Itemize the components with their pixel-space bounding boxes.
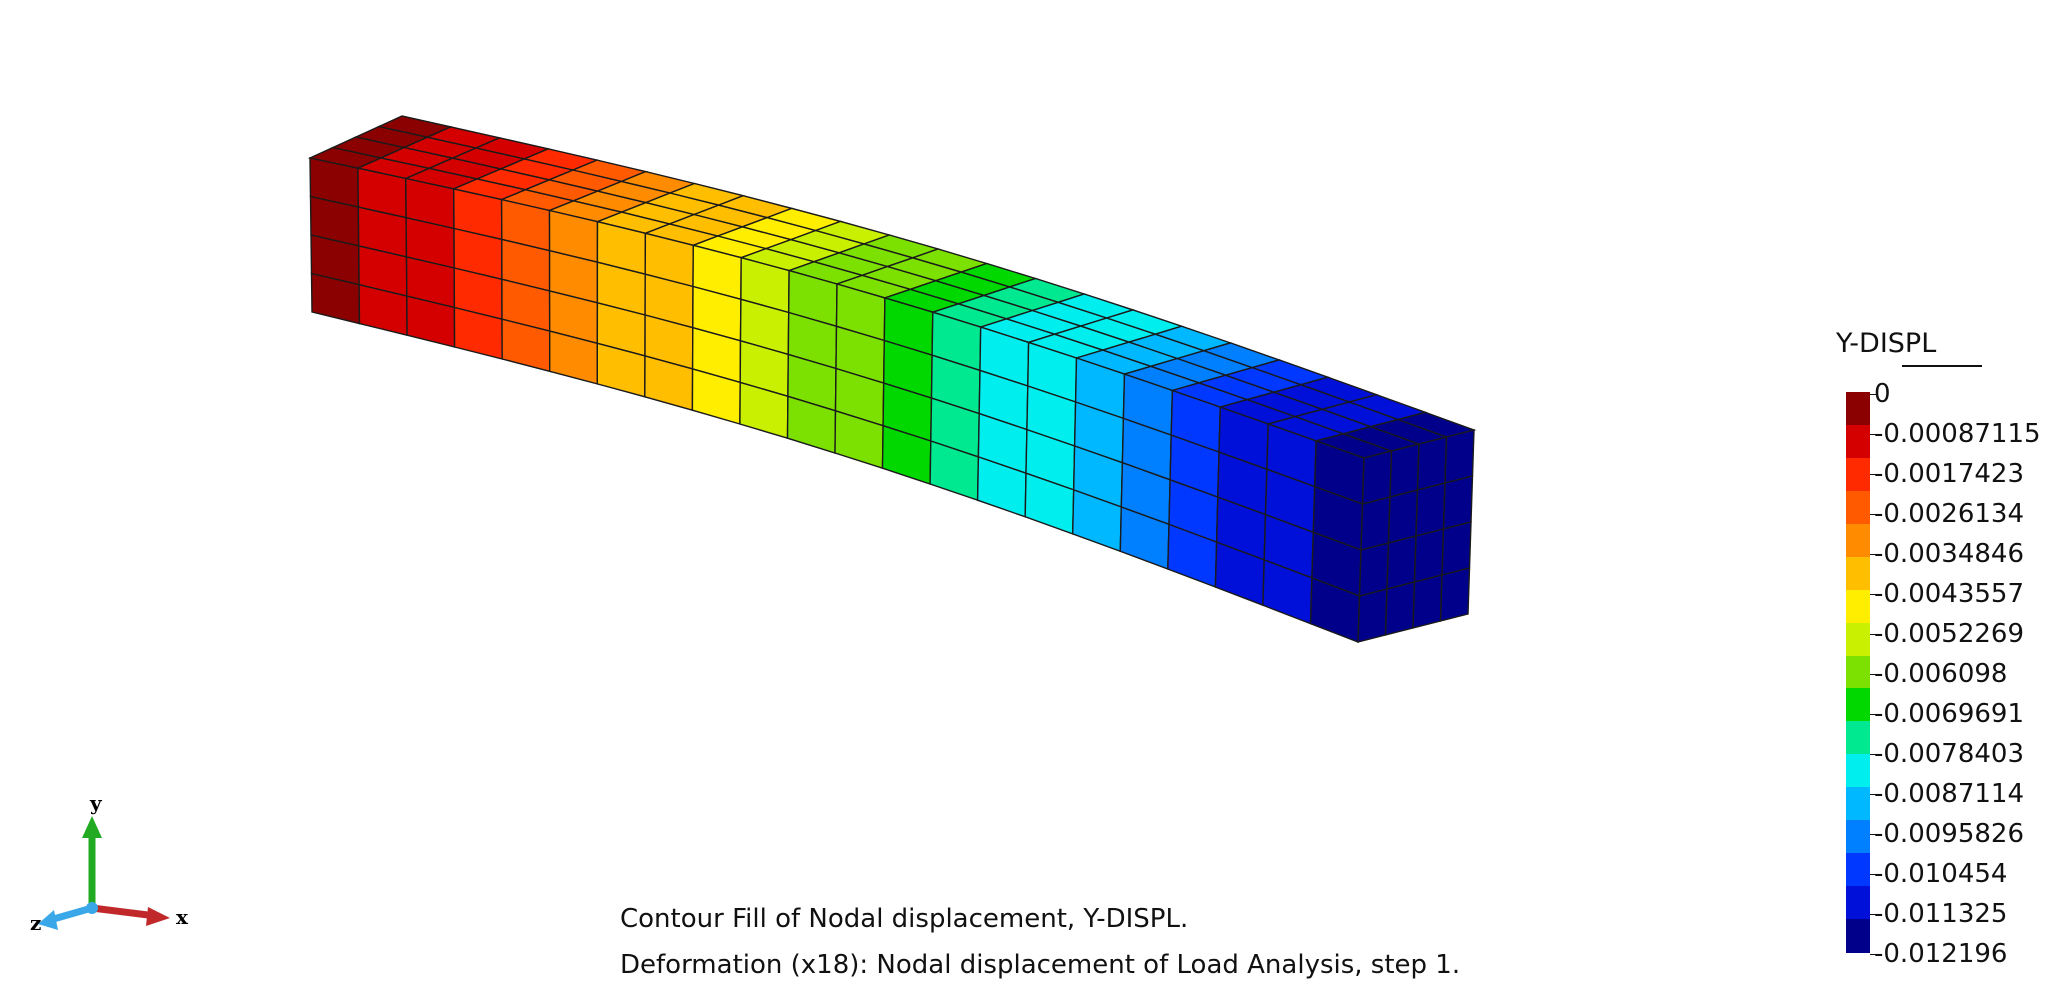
- legend-tick: [1870, 394, 1876, 395]
- legend-color-segment: [1846, 556, 1870, 591]
- legend-color-segment: [1846, 655, 1870, 690]
- mesh-element: [1444, 429, 1475, 484]
- mesh-element: [1389, 443, 1420, 498]
- legend-tick: [1870, 674, 1876, 675]
- legend-value-label: -0.010454: [1874, 859, 2008, 889]
- x-axis-arrow: [91, 904, 157, 920]
- legend-color-segment: [1846, 589, 1870, 624]
- mesh-element: [1413, 528, 1445, 583]
- x-axis-label: x: [176, 905, 189, 929]
- legend-tick: [1870, 954, 1876, 955]
- mesh-element: [1412, 574, 1443, 629]
- legend-color-bar: [1846, 392, 1870, 953]
- mesh-element: [1415, 482, 1446, 537]
- z-axis-arrowhead: [38, 910, 58, 930]
- y-axis-arrowhead: [82, 816, 102, 838]
- legend-color-segment: [1846, 754, 1870, 788]
- caption-result-title: Contour Fill of Nodal displacement, Y-DI…: [620, 904, 1189, 934]
- legend-color-segment: [1846, 622, 1870, 657]
- mesh-element: [1441, 521, 1472, 576]
- z-axis-label: z: [30, 911, 41, 935]
- legend-color-segment: [1846, 853, 1870, 887]
- legend-value-label: -0.0087114: [1874, 779, 2024, 809]
- mesh-element: [1358, 542, 1390, 597]
- axis-triad-icon[interactable]: y x z: [28, 790, 198, 940]
- legend-color-segment: [1846, 424, 1870, 459]
- mesh-element: [1360, 496, 1391, 551]
- legend-tick: [1870, 434, 1876, 435]
- y-axis-label: y: [89, 791, 103, 815]
- legend-tick: [1870, 714, 1876, 715]
- legend-color-segment: [1846, 523, 1870, 558]
- legend-color-segment: [1846, 688, 1870, 722]
- legend-value-label: -0.0095826: [1874, 819, 2024, 849]
- legend-color-segment: [1846, 721, 1870, 755]
- legend-value-label: -0.0052269: [1874, 619, 2024, 649]
- legend-value-label: -0.0026134: [1874, 499, 2024, 529]
- z-axis-arrow: [49, 904, 93, 924]
- legend-color-segment: [1846, 457, 1870, 492]
- legend-value-label: 0: [1874, 379, 1891, 409]
- mesh-element: [1442, 475, 1474, 530]
- deformed-beam-mesh: [307, 115, 1477, 644]
- mesh-element: [1384, 581, 1416, 636]
- legend-color-segment: [1846, 886, 1870, 920]
- legend-tick: [1870, 914, 1876, 915]
- mesh-element: [1439, 567, 1471, 622]
- legend-tick: [1870, 834, 1876, 835]
- legend-color-segment: [1846, 490, 1870, 525]
- legend-value-label: -0.012196: [1874, 939, 2008, 969]
- legend-value-label: -0.0069691: [1874, 699, 2024, 729]
- mesh-element: [1361, 450, 1393, 505]
- legend-value-label: -0.00087115: [1874, 419, 2041, 449]
- legend-value-label: -0.0034846: [1874, 539, 2024, 569]
- legend-title-underline: [1902, 365, 1982, 367]
- legend-tick: [1870, 874, 1876, 875]
- legend-color-segment: [1846, 919, 1870, 953]
- legend-tick: [1870, 474, 1876, 475]
- mesh-element: [1416, 436, 1448, 491]
- caption-deformation-info: Deformation (x18): Nodal displacement of…: [620, 950, 1461, 980]
- legend-tick: [1870, 594, 1876, 595]
- legend-tick: [1870, 514, 1876, 515]
- x-axis-arrowhead: [146, 907, 170, 926]
- legend-tick: [1870, 794, 1876, 795]
- mesh-element: [1357, 588, 1388, 643]
- legend-value-label: -0.006098: [1874, 659, 2008, 689]
- legend-tick: [1870, 754, 1876, 755]
- axis-origin: [86, 902, 98, 914]
- legend-color-segment: [1846, 820, 1870, 854]
- legend-title: Y-DISPL: [1836, 328, 1937, 359]
- legend-value-label: -0.011325: [1874, 899, 2008, 929]
- legend-tick: [1870, 554, 1876, 555]
- mesh-element: [1386, 535, 1417, 590]
- legend-color-segment: [1846, 787, 1870, 821]
- legend-color-segment: [1846, 392, 1870, 426]
- legend-value-label: -0.0017423: [1874, 459, 2024, 489]
- legend-value-label: -0.0078403: [1874, 739, 2024, 769]
- mesh-element: [1387, 489, 1419, 544]
- legend-value-label: -0.0043557: [1874, 579, 2024, 609]
- legend-tick: [1870, 634, 1876, 635]
